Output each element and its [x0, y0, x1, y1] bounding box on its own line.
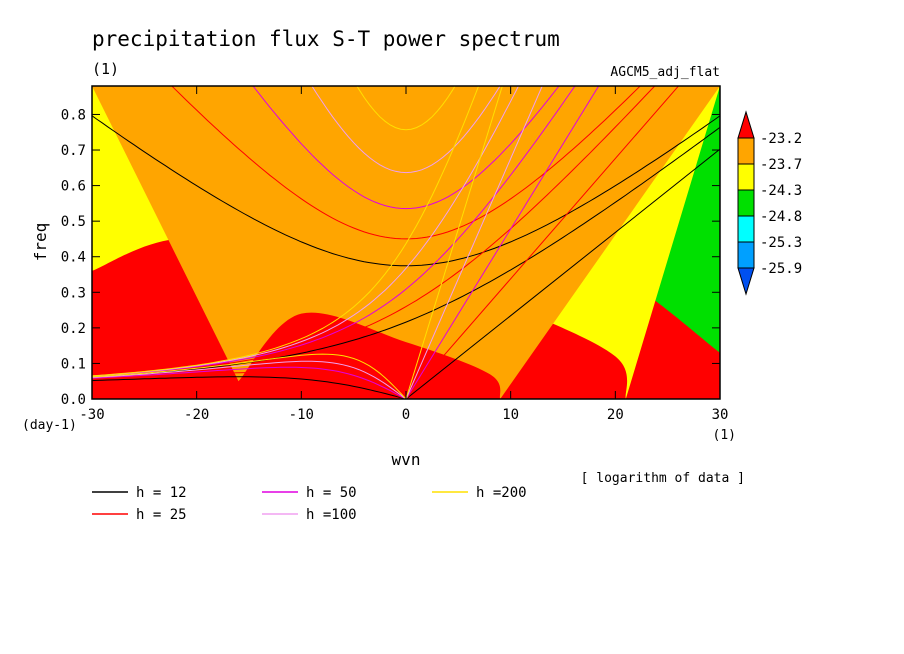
colorbar-label: -24.8 — [760, 209, 802, 225]
colorbar-cell — [737, 137, 755, 165]
y-tick-label: 0.6 — [61, 179, 86, 195]
x-tick-label: 10 — [502, 407, 519, 423]
colorbar-cell — [737, 110, 755, 139]
dispersion-curve-h25-1 — [92, 371, 407, 399]
legend-label: h = 25 — [136, 507, 187, 523]
y-unit-label: (day-1) — [22, 418, 77, 433]
y-tick-label: 0.1 — [61, 356, 86, 372]
colorbar: -23.2 -23.7 -24.3 -24.8 -25.3 -25.9 — [737, 110, 802, 296]
colorbar-cell — [737, 215, 755, 243]
dispersion-curve-h12-0 — [405, 148, 720, 399]
dispersion-curve-h200-1 — [92, 353, 407, 399]
colorbar-label: -24.3 — [760, 183, 802, 199]
legend: h = 12 h = 25 h = 50 h =100 h =200 — [92, 485, 527, 523]
colorbar-cell — [737, 189, 755, 217]
dispersion-curve-h100-0 — [405, 86, 543, 399]
contour-region-5 — [92, 86, 720, 399]
x-tick-label: -20 — [184, 407, 209, 423]
dispersion-curve-h50-1 — [92, 366, 407, 399]
dispersion-curves — [92, 86, 720, 399]
colorbar-label: -23.7 — [760, 157, 802, 173]
dispersion-curve-h12-3 — [92, 126, 720, 378]
y-tick-label: 0.0 — [61, 392, 86, 408]
y-tick-label: 0.3 — [61, 285, 86, 301]
subtitle-right: AGCM5_adj_flat — [610, 65, 720, 80]
x-tick-label: 20 — [607, 407, 624, 423]
plot-area — [92, 86, 720, 399]
x-unit-label: (1) — [713, 428, 736, 443]
y-axis-label: freq — [31, 223, 50, 262]
dispersion-curve-h50-2 — [252, 86, 560, 210]
subtitle-left: (1) — [92, 60, 119, 78]
dispersion-curve-h100-3 — [92, 86, 520, 377]
chart-title: precipitation flux S-T power spectrum — [92, 27, 560, 51]
colorbar-label: -25.9 — [760, 261, 802, 277]
dispersion-curve-h100-1 — [92, 360, 407, 399]
colorbar-label: -23.2 — [760, 131, 802, 147]
dispersion-curve-h200-0 — [405, 86, 503, 399]
data-note: [ logarithm of data ] — [581, 471, 745, 486]
colorbar-cell — [737, 241, 755, 269]
y-tick-label: 0.4 — [61, 250, 86, 266]
colorbar-cell — [737, 163, 755, 191]
dispersion-curve-h200-2 — [356, 86, 456, 131]
axis-ticks: -30 -20 -10 0 10 20 30 0.0 0.1 0.2 0.3 0.4 0.5 0.6 0.7… — [61, 86, 729, 423]
dispersion-curve-h100-2 — [311, 86, 501, 174]
dispersion-curve-h25-2 — [171, 86, 641, 240]
dispersion-curve-h200-3 — [92, 86, 480, 377]
legend-label: h = 50 — [306, 485, 357, 501]
y-tick-label: 0.8 — [61, 107, 86, 123]
colorbar-cell — [737, 267, 755, 296]
y-tick-label: 0.2 — [61, 321, 86, 337]
x-tick-label: -30 — [79, 407, 104, 423]
x-axis-label: wvn — [392, 450, 421, 469]
x-tick-label: 30 — [712, 407, 729, 423]
dispersion-curve-h50-3 — [92, 86, 576, 377]
x-tick-label: -10 — [289, 407, 314, 423]
colorbar-label: -25.3 — [760, 235, 802, 251]
y-tick-label: 0.7 — [61, 143, 86, 159]
contour-regions — [92, 86, 720, 399]
legend-label: h = 12 — [136, 485, 187, 501]
y-tick-label: 0.5 — [61, 214, 86, 230]
dispersion-curve-h12-2 — [92, 115, 720, 267]
dispersion-curve-h12-1 — [92, 376, 407, 399]
dispersion-curve-h25-0 — [405, 86, 680, 399]
dispersion-curve-h25-3 — [92, 86, 656, 378]
legend-label: h =200 — [476, 485, 527, 501]
dispersion-curve-h50-0 — [405, 86, 600, 399]
x-tick-label: 0 — [402, 407, 410, 423]
legend-label: h =100 — [306, 507, 357, 523]
